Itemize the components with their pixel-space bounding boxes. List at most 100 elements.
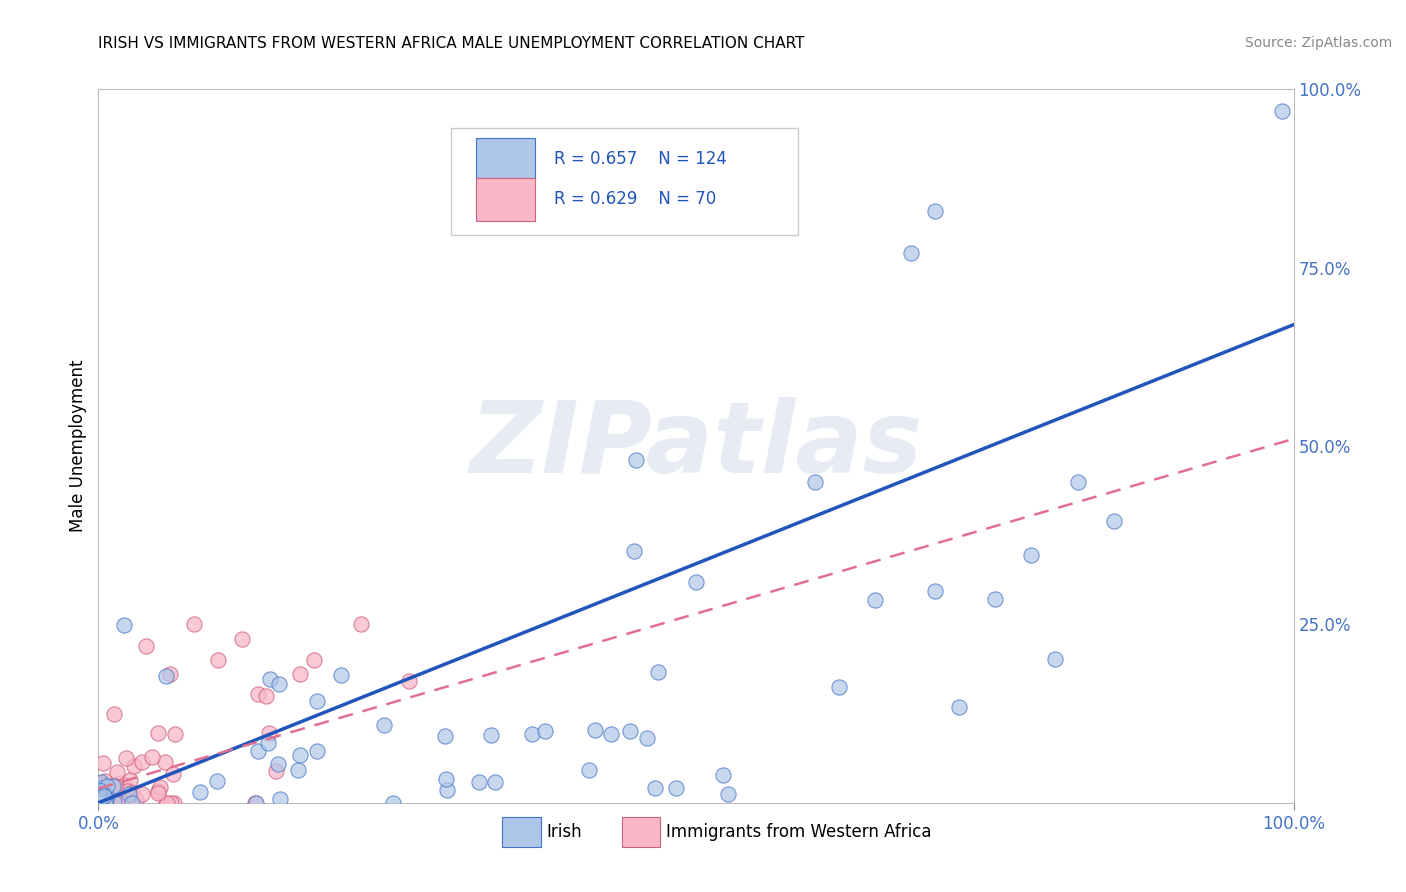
Point bbox=[112, 618, 135, 632]
Point bbox=[89, 790, 111, 805]
Point bbox=[162, 766, 184, 780]
Point bbox=[87, 792, 110, 806]
Point bbox=[350, 617, 373, 632]
Point bbox=[89, 795, 111, 809]
Point bbox=[89, 790, 111, 805]
Point bbox=[90, 785, 112, 799]
Point bbox=[87, 792, 110, 806]
Point bbox=[267, 756, 290, 771]
Point bbox=[96, 779, 118, 793]
Point bbox=[207, 653, 229, 667]
Point bbox=[108, 796, 131, 810]
Point bbox=[135, 639, 157, 653]
Text: R = 0.657    N = 124: R = 0.657 N = 124 bbox=[554, 150, 727, 168]
Point bbox=[89, 796, 111, 810]
Point bbox=[600, 727, 623, 741]
FancyBboxPatch shape bbox=[621, 817, 661, 847]
Point bbox=[94, 774, 117, 789]
Point bbox=[254, 689, 277, 703]
Point bbox=[89, 781, 111, 796]
Point bbox=[90, 789, 112, 803]
Point bbox=[94, 796, 117, 810]
Point bbox=[87, 791, 110, 805]
Point bbox=[118, 784, 141, 798]
Point bbox=[87, 788, 110, 802]
Point bbox=[163, 796, 186, 810]
Point bbox=[828, 681, 851, 695]
Point bbox=[159, 667, 181, 681]
Point bbox=[89, 790, 111, 805]
FancyBboxPatch shape bbox=[451, 128, 797, 235]
Point bbox=[87, 789, 110, 804]
FancyBboxPatch shape bbox=[477, 178, 534, 220]
Point bbox=[865, 593, 887, 607]
Point bbox=[93, 791, 115, 805]
Text: Immigrants from Western Africa: Immigrants from Western Africa bbox=[666, 823, 932, 841]
Point bbox=[91, 756, 114, 770]
Point bbox=[1067, 475, 1090, 489]
Point bbox=[104, 780, 127, 795]
Point bbox=[91, 795, 114, 809]
Point bbox=[97, 781, 120, 796]
Point bbox=[114, 790, 136, 805]
Point bbox=[89, 782, 111, 797]
Point bbox=[89, 785, 111, 799]
Point bbox=[1043, 652, 1066, 666]
Point bbox=[121, 786, 143, 800]
Point bbox=[1104, 515, 1126, 529]
Point bbox=[89, 790, 111, 805]
Point bbox=[373, 718, 395, 732]
Text: IRISH VS IMMIGRANTS FROM WESTERN AFRICA MALE UNEMPLOYMENT CORRELATION CHART: IRISH VS IMMIGRANTS FROM WESTERN AFRICA … bbox=[98, 36, 804, 51]
Point bbox=[330, 667, 353, 681]
Point bbox=[188, 785, 211, 799]
Point bbox=[89, 783, 111, 797]
Point bbox=[231, 632, 253, 646]
Point bbox=[87, 784, 110, 798]
Point bbox=[87, 781, 110, 796]
Point bbox=[205, 773, 228, 788]
Point bbox=[245, 796, 267, 810]
Point bbox=[163, 727, 186, 741]
Point bbox=[87, 791, 110, 805]
Point bbox=[636, 731, 658, 745]
Point bbox=[269, 792, 291, 806]
Point bbox=[94, 789, 117, 803]
Y-axis label: Male Unemployment: Male Unemployment bbox=[69, 359, 87, 533]
Point bbox=[484, 774, 506, 789]
Point bbox=[89, 794, 111, 808]
Point bbox=[94, 795, 117, 809]
Point bbox=[146, 726, 169, 740]
Point bbox=[290, 748, 312, 763]
Point bbox=[647, 665, 669, 680]
Point bbox=[87, 793, 110, 807]
Point bbox=[89, 784, 111, 798]
Point bbox=[256, 736, 278, 750]
Point bbox=[87, 784, 110, 798]
Point bbox=[479, 728, 502, 742]
Point bbox=[93, 792, 115, 806]
Point bbox=[711, 768, 734, 782]
Point bbox=[96, 795, 118, 809]
Point bbox=[90, 783, 112, 797]
Point bbox=[93, 789, 115, 804]
Point bbox=[87, 788, 110, 802]
Point bbox=[243, 796, 266, 810]
Point bbox=[290, 667, 312, 681]
Point bbox=[94, 796, 117, 810]
Point bbox=[103, 788, 125, 802]
Point bbox=[101, 779, 124, 793]
Point bbox=[97, 795, 120, 809]
Point bbox=[141, 749, 163, 764]
Point bbox=[90, 793, 112, 807]
Point bbox=[87, 792, 110, 806]
Point bbox=[287, 763, 309, 777]
Point bbox=[146, 783, 169, 797]
Text: Source: ZipAtlas.com: Source: ZipAtlas.com bbox=[1244, 36, 1392, 50]
Point bbox=[93, 792, 115, 806]
Point bbox=[87, 792, 110, 806]
Point bbox=[110, 793, 132, 807]
Point bbox=[87, 788, 110, 802]
Point bbox=[153, 755, 176, 769]
Point bbox=[115, 751, 138, 765]
Point bbox=[103, 707, 125, 722]
